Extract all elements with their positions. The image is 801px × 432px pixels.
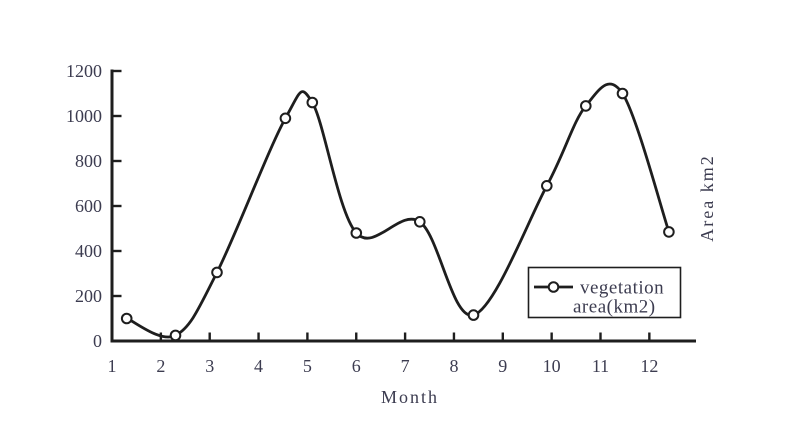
x-tick-label: 10: [543, 356, 561, 376]
y-axis-tick-labels: 0 200 400 600 800 1000 1200: [66, 61, 102, 351]
data-point-marker: [279, 112, 292, 125]
data-point-marker: [169, 329, 182, 342]
y-tick-label: 400: [75, 241, 102, 261]
legend-label-line1: vegetation: [580, 278, 664, 299]
axes: [110, 69, 696, 343]
y-axis-ticks: [113, 69, 122, 298]
x-tick-label: 5: [303, 356, 312, 376]
x-tick-label: 2: [156, 356, 165, 376]
x-tick-label: 11: [592, 356, 609, 376]
data-point-marker: [467, 309, 480, 321]
data-point-marker: [414, 216, 426, 228]
y-tick-label: 200: [75, 286, 102, 306]
x-tick-label: 8: [449, 356, 458, 376]
legend-label-line2: area(km2): [573, 297, 656, 318]
data-point-marker: [663, 226, 675, 238]
x-tick-label: 3: [205, 356, 214, 376]
y-tick-label: 600: [75, 196, 102, 216]
legend-marker-point-icon: [547, 281, 560, 293]
series-markers: [120, 87, 675, 342]
x-tick-label: 9: [498, 356, 507, 376]
data-point-marker: [541, 180, 553, 192]
x-tick-label: 7: [401, 356, 410, 376]
x-tick-label: 4: [254, 356, 263, 376]
x-axis-ticks: [159, 332, 651, 340]
x-tick-label: 1: [108, 356, 117, 376]
x-tick-label: 6: [352, 356, 361, 376]
x-tick-label: 12: [640, 356, 658, 376]
y-tick-label: 0: [93, 331, 102, 351]
data-point-marker: [306, 96, 319, 109]
y-axis-title: Area km2: [697, 154, 717, 241]
data-point-marker: [580, 100, 592, 112]
legend: vegetation area(km2): [527, 266, 682, 319]
y-tick-label: 800: [75, 151, 102, 171]
series-line: [125, 82, 671, 339]
data-point-marker: [211, 266, 223, 279]
data-point-marker: [350, 227, 363, 239]
data-point-marker: [120, 312, 133, 325]
data-point-marker: [616, 87, 629, 100]
series-line-group: [125, 82, 671, 339]
y-tick-label: 1200: [66, 61, 102, 81]
x-axis-title: Month: [381, 387, 439, 407]
y-tick-label: 1000: [66, 106, 102, 126]
x-axis-tick-labels: 1 2 3 4 5 6 7 8 9 10 11 12: [108, 356, 659, 376]
